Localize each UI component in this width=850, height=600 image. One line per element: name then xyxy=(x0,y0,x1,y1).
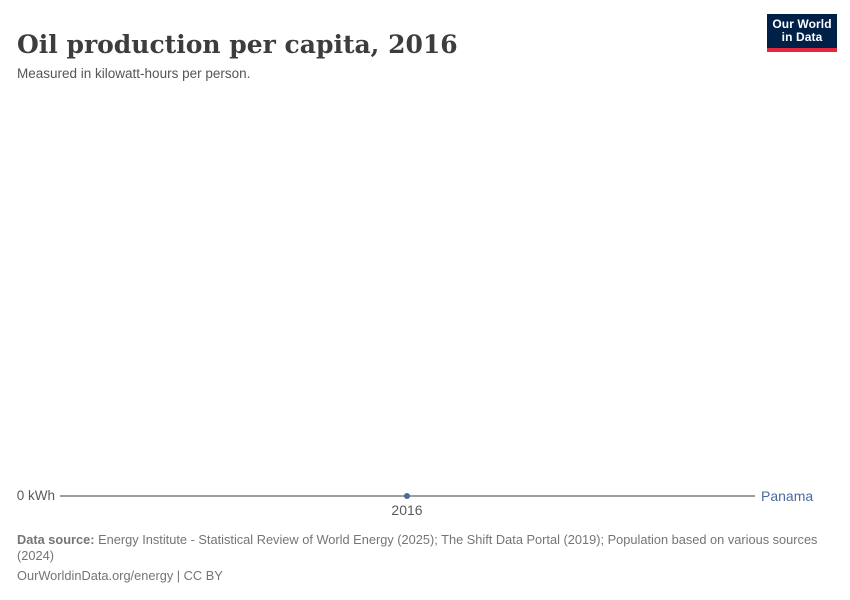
series-label-panama[interactable]: Panama xyxy=(761,488,814,504)
owid-logo-text-line2: in Data xyxy=(781,30,823,44)
data-source-label: Data source: xyxy=(17,532,95,547)
page-title: Oil production per capita, 2016 xyxy=(17,29,458,59)
data-source-text-line2: (2024) xyxy=(17,547,54,563)
y-axis-tick-label: 0 kWh xyxy=(16,488,55,503)
data-point-panama-2016[interactable] xyxy=(404,492,410,499)
owid-logo-text-line1: Our World xyxy=(772,16,832,31)
x-axis-tick-label: 2016 xyxy=(391,502,423,518)
data-source-text-line1: Energy Institute - Statistical Review of… xyxy=(98,532,818,547)
owid-logo[interactable]: Our World in Data xyxy=(767,14,837,52)
chart-subtitle: Measured in kilowatt-hours per person. xyxy=(17,65,251,81)
data-source-note: Data source: Energy Institute - Statisti… xyxy=(17,532,833,563)
license-link[interactable]: OurWorldinData.org/energy | CC BY xyxy=(17,568,223,583)
